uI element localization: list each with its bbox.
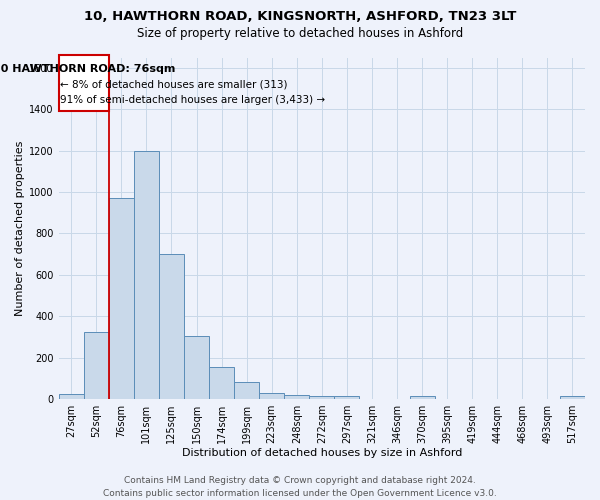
Bar	[184, 336, 209, 399]
Text: Size of property relative to detached houses in Ashford: Size of property relative to detached ho…	[137, 28, 463, 40]
Bar	[284, 395, 309, 399]
Y-axis label: Number of detached properties: Number of detached properties	[15, 140, 25, 316]
Bar	[109, 198, 134, 399]
Text: ← 8% of detached houses are smaller (313): ← 8% of detached houses are smaller (313…	[60, 79, 287, 89]
FancyBboxPatch shape	[59, 56, 109, 112]
Text: 10 HAWTHORN ROAD: 76sqm: 10 HAWTHORN ROAD: 76sqm	[0, 64, 175, 74]
Bar	[159, 254, 184, 399]
Bar	[410, 396, 434, 399]
Text: 10, HAWTHORN ROAD, KINGSNORTH, ASHFORD, TN23 3LT: 10, HAWTHORN ROAD, KINGSNORTH, ASHFORD, …	[84, 10, 516, 23]
Bar	[309, 396, 334, 399]
Text: Contains HM Land Registry data © Crown copyright and database right 2024.
Contai: Contains HM Land Registry data © Crown c…	[103, 476, 497, 498]
Text: 91% of semi-detached houses are larger (3,433) →: 91% of semi-detached houses are larger (…	[60, 95, 325, 105]
Bar	[84, 332, 109, 399]
Bar	[134, 150, 159, 399]
Bar	[59, 394, 84, 399]
Bar	[209, 367, 234, 399]
X-axis label: Distribution of detached houses by size in Ashford: Distribution of detached houses by size …	[182, 448, 462, 458]
Bar	[334, 396, 359, 399]
Bar	[259, 393, 284, 399]
Bar	[234, 382, 259, 399]
Bar	[560, 396, 585, 399]
